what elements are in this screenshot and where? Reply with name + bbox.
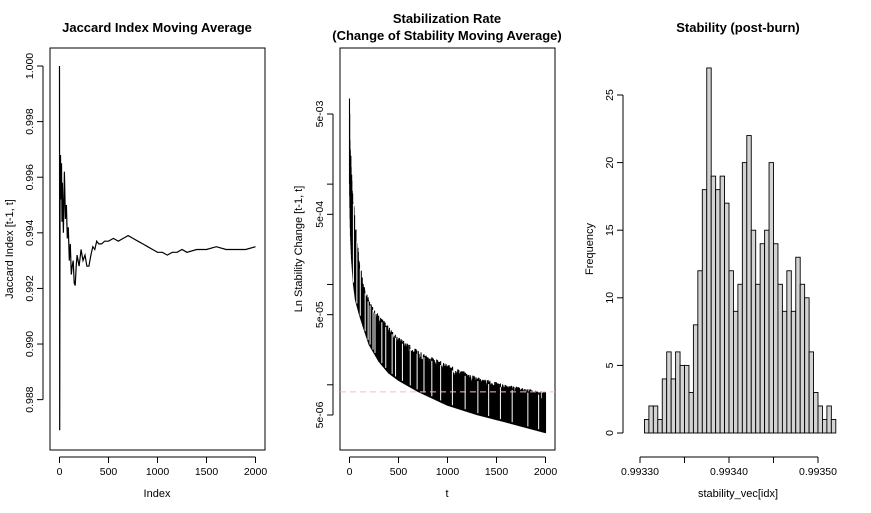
histogram-y-tick-label: 10 xyxy=(604,292,616,304)
stabilization-y-tick-label: 5e-04 xyxy=(314,201,326,228)
histogram-bar xyxy=(822,419,828,434)
histogram-bar xyxy=(724,202,730,434)
stabilization-x-tick-label: 2000 xyxy=(534,466,558,478)
histogram-y-tick-label: 25 xyxy=(604,89,616,101)
jaccard-x-tick-label: 1000 xyxy=(146,466,170,478)
jaccard-axes: 0 500 1000 1500 2000 0.988 0.990 0.992 0.994 0.99… xyxy=(24,53,267,478)
histogram-bar xyxy=(652,405,659,434)
histogram-y-tick-label: 5 xyxy=(604,362,616,368)
histogram-bar xyxy=(826,405,832,434)
panel-histogram: Stability (post-burn) stability_vec[idx]… xyxy=(584,20,837,500)
jaccard-y-tick-label: 0.988 xyxy=(24,386,36,412)
histogram-bar xyxy=(701,189,708,434)
panel-jaccard: Jaccard Index Moving Average Index Jacca… xyxy=(4,20,267,500)
stabilization-x-tick-label: 500 xyxy=(390,466,408,478)
histogram-y-tick-label: 0 xyxy=(604,430,616,436)
histogram-bar xyxy=(697,270,703,434)
stabilization-marks xyxy=(340,98,555,434)
stabilization-subtitle: (Change of Stability Moving Average) xyxy=(332,28,561,43)
histogram-bar xyxy=(661,378,668,434)
histogram-bar xyxy=(790,310,797,434)
histogram-bar xyxy=(706,67,712,434)
histogram-y-tick-label: 15 xyxy=(604,224,616,236)
jaccard-series-line xyxy=(58,65,256,431)
stabilization-y-axis-label: Ln Stability Change [t-1, t] xyxy=(293,186,305,313)
histogram-bar xyxy=(710,175,717,434)
jaccard-y-tick-label: 0.994 xyxy=(24,220,36,246)
histogram-bar xyxy=(764,229,770,434)
histogram-bar xyxy=(755,283,761,434)
histogram-bar xyxy=(830,419,837,434)
jaccard-x-tick-label: 2000 xyxy=(244,466,268,478)
histogram-marks xyxy=(644,67,837,434)
histogram-bar xyxy=(666,351,672,434)
histogram-bar xyxy=(768,162,774,434)
stabilization-y-tick-label: 5e-05 xyxy=(314,301,326,328)
stabilization-series-spikes xyxy=(348,98,547,434)
histogram-bar xyxy=(786,270,792,434)
histogram-bar xyxy=(741,162,748,434)
jaccard-y-tick-label: 0.998 xyxy=(24,108,36,134)
stabilization-plot-box xyxy=(339,47,556,451)
jaccard-y-tick-label: 1.000 xyxy=(24,53,36,79)
histogram-bar xyxy=(684,364,690,434)
histogram-bar xyxy=(773,243,779,434)
panel-stabilization: Stabilization Rate (Change of Stability … xyxy=(293,11,562,500)
histogram-bar xyxy=(813,391,819,434)
stabilization-x-tick-label: 1500 xyxy=(485,466,509,478)
histogram-bar xyxy=(759,243,766,434)
histogram-bar xyxy=(781,310,788,434)
jaccard-title: Jaccard Index Moving Average xyxy=(62,20,252,35)
histogram-bar xyxy=(795,256,801,434)
histogram-x-tick-label: 0.99350 xyxy=(799,466,837,478)
histogram-bar xyxy=(688,391,694,434)
jaccard-x-tick-label: 1500 xyxy=(195,466,219,478)
histogram-bar xyxy=(746,135,752,434)
histogram-bar xyxy=(644,419,650,434)
stabilization-y-tick-label: 5e-03 xyxy=(314,100,326,127)
histogram-bar xyxy=(679,364,685,434)
histogram-x-tick-label: 0.99340 xyxy=(710,466,748,478)
histogram-bar xyxy=(808,351,814,434)
histogram-bar xyxy=(737,283,743,434)
histogram-bar xyxy=(817,405,823,434)
histogram-x-tick-label: 0.99330 xyxy=(621,466,659,478)
jaccard-marks xyxy=(58,65,256,431)
jaccard-plot-box xyxy=(49,47,266,451)
jaccard-y-tick-label: 0.990 xyxy=(24,331,36,357)
histogram-x-axis-label: stability_vec[idx] xyxy=(698,488,778,500)
histogram-title: Stability (post-burn) xyxy=(676,20,800,35)
histogram-bar xyxy=(675,351,681,434)
histogram-bar xyxy=(728,270,734,434)
stabilization-y-tick-label: 5e-06 xyxy=(314,401,326,428)
histogram-bar xyxy=(657,419,663,434)
stabilization-x-tick-label: 0 xyxy=(347,466,353,478)
stabilization-title: Stabilization Rate xyxy=(393,11,501,26)
histogram-bar xyxy=(648,405,654,434)
histogram-bar xyxy=(750,229,757,434)
histogram-y-axis-label: Frequency xyxy=(584,223,596,275)
histogram-bar xyxy=(692,324,699,434)
histogram-bar xyxy=(733,310,739,434)
histogram-axes: 0.99330 0.99340 0.99350 0 5 10 15 20 25 xyxy=(604,89,837,478)
histogram-bar xyxy=(799,283,806,434)
stabilization-x-tick-label: 1000 xyxy=(436,466,460,478)
histogram-bar xyxy=(804,297,810,434)
histogram-bar xyxy=(777,283,783,434)
histogram-y-tick-label: 20 xyxy=(604,157,616,169)
jaccard-x-tick-label: 0 xyxy=(57,466,63,478)
histogram-bar xyxy=(670,378,677,434)
stabilization-x-axis-label: t xyxy=(445,488,448,500)
histogram-bar xyxy=(715,189,721,434)
jaccard-x-axis-label: Index xyxy=(144,488,171,500)
jaccard-x-tick-label: 500 xyxy=(100,466,118,478)
jaccard-y-tick-label: 0.996 xyxy=(24,164,36,190)
stabilization-axes: 0 500 1000 1500 2000 5e-06 5e-05 5e-04 5e-03 xyxy=(314,100,557,478)
histogram-bar xyxy=(719,175,725,434)
jaccard-y-tick-label: 0.992 xyxy=(24,275,36,301)
jaccard-y-axis-label: Jaccard Index [t-1, t] xyxy=(4,199,16,299)
